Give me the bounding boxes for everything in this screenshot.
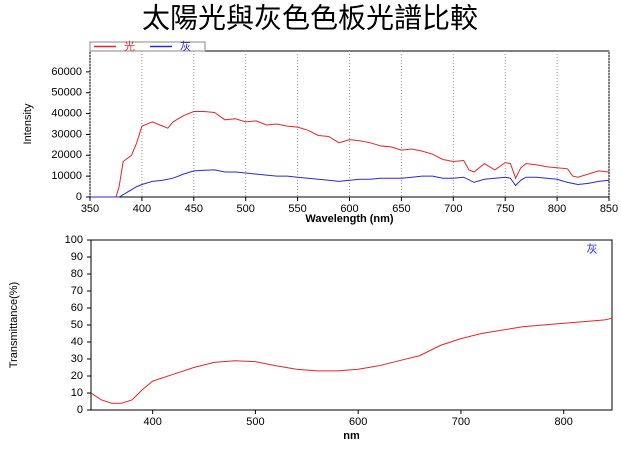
- line-series: [90, 317, 613, 404]
- y-tick-label: 50000: [51, 87, 82, 99]
- x-tick-label: 450: [185, 203, 203, 215]
- y-tick-label: 90: [71, 251, 83, 263]
- plot-frame: [90, 239, 613, 411]
- y-tick-label: 40000: [51, 107, 82, 119]
- line-series: [90, 169, 610, 198]
- annotation: 灰: [587, 242, 598, 256]
- x-tick-label: 650: [392, 203, 410, 215]
- page-title: 太陽光與灰色色板光譜比較: [142, 2, 478, 34]
- y-tick-label: 100: [65, 234, 83, 246]
- legend-box: [89, 41, 206, 52]
- x-tick-label: 750: [496, 203, 514, 215]
- y-axis-label: Transmittance(%): [8, 282, 20, 368]
- y-tick-label: 10000: [51, 170, 82, 182]
- x-tick-label: 500: [246, 416, 264, 428]
- x-tick-label: 550: [288, 203, 306, 215]
- y-tick-label: 0: [76, 191, 82, 203]
- y-tick-label: 40: [71, 336, 83, 348]
- line-series: [90, 111, 610, 198]
- y-tick-label: 30000: [51, 128, 82, 140]
- y-tick-label: 30: [71, 353, 83, 365]
- x-tick-label: 500: [237, 203, 255, 215]
- y-tick-label: 70: [71, 285, 83, 297]
- x-tick-label: 800: [548, 203, 566, 215]
- y-tick-label: 60000: [51, 66, 82, 78]
- x-tick-label: 600: [349, 416, 367, 428]
- x-tick-label: 350: [81, 203, 99, 215]
- x-axis-label: nm: [343, 430, 360, 442]
- legend-label: 灰: [180, 39, 191, 53]
- y-tick-label: 80: [71, 268, 83, 280]
- x-tick-label: 700: [444, 203, 462, 215]
- y-tick-label: 50: [71, 319, 83, 331]
- y-tick-label: 20000: [51, 149, 82, 161]
- y-tick-label: 10: [71, 387, 83, 399]
- x-axis-label: Wavelength (nm): [305, 213, 394, 225]
- y-tick-label: 20: [71, 370, 83, 382]
- x-tick-label: 400: [143, 416, 161, 428]
- x-tick-label: 800: [555, 416, 573, 428]
- x-tick-label: 700: [452, 416, 470, 428]
- y-tick-label: 60: [71, 302, 83, 314]
- legend-label: 光: [124, 39, 135, 53]
- x-tick-label: 400: [133, 203, 151, 215]
- y-tick-label: 0: [77, 404, 83, 416]
- x-tick-label: 850: [600, 203, 618, 215]
- x-tick-label: 600: [340, 203, 358, 215]
- y-axis-label: Intensity: [22, 103, 34, 144]
